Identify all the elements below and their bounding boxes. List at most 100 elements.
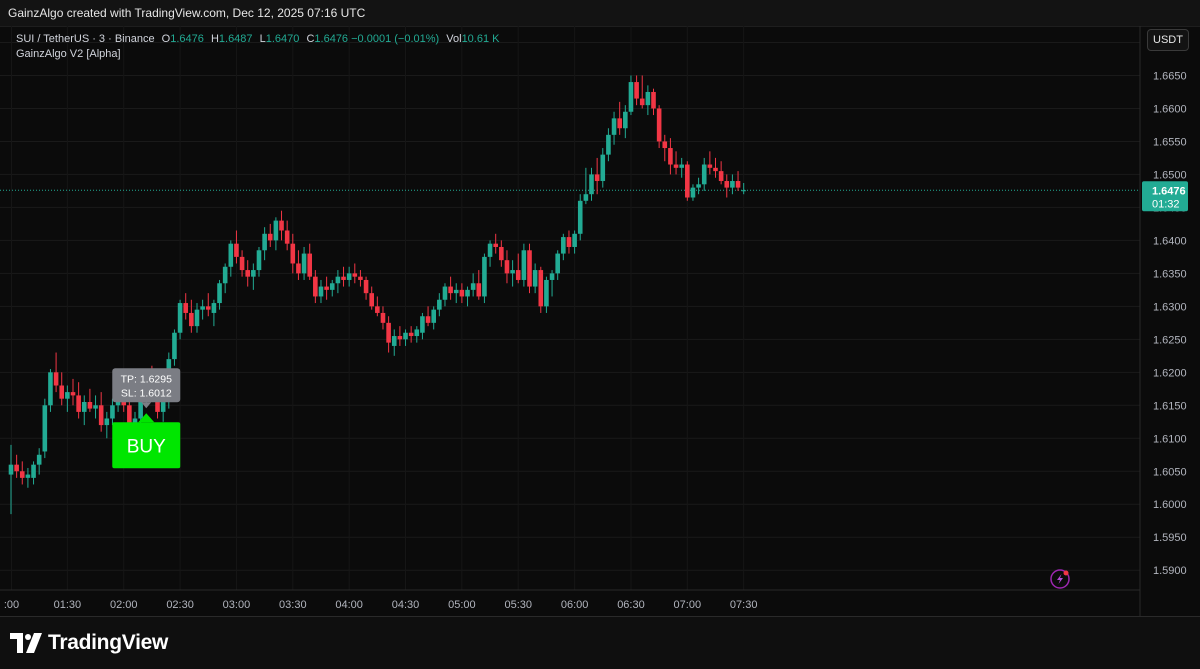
candle	[318, 279, 324, 304]
candle-body	[205, 306, 211, 310]
candle	[329, 279, 335, 297]
candle	[397, 326, 403, 346]
tp-sl-pointer	[141, 402, 152, 409]
candle-body	[42, 405, 48, 452]
price-tick-label: 1.6250	[1153, 334, 1187, 346]
candle-body	[549, 273, 555, 280]
candle-body	[465, 289, 470, 297]
candle	[679, 157, 684, 178]
candle-body	[532, 270, 538, 287]
candle	[628, 75, 634, 116]
candle	[189, 299, 194, 333]
chart-credit-bar: GainzAlgo created with TradingView.com, …	[0, 0, 1200, 26]
candle	[707, 151, 713, 175]
candle-body	[628, 82, 634, 112]
candle	[65, 385, 70, 412]
candle-body	[228, 243, 234, 267]
candle-body	[335, 276, 341, 284]
candle-body	[583, 194, 589, 201]
price-axis: 1.67001.66501.66001.65501.65001.64501.64…	[1153, 37, 1187, 577]
candle-body	[329, 283, 335, 290]
candle-body	[673, 164, 679, 168]
candle-body	[713, 167, 718, 172]
buy-arrow	[138, 413, 155, 423]
candle-body	[313, 276, 318, 297]
candle	[549, 270, 555, 297]
countdown-value: 01:32	[1152, 198, 1180, 210]
indicator-label[interactable]: GainzAlgo V2 [Alpha]	[16, 48, 121, 60]
candle-body	[363, 279, 369, 294]
stop-loss-label: SL: 1.6012	[121, 387, 172, 399]
change-value: −0.0001 (−0.01%)	[351, 33, 440, 45]
currency-button[interactable]: USDT	[1147, 29, 1189, 51]
candle	[685, 161, 690, 201]
candle	[561, 233, 566, 261]
candle	[217, 279, 222, 310]
candle	[391, 329, 397, 356]
price-tick-label: 1.6050	[1153, 466, 1187, 478]
time-tick-label: 05:00	[448, 599, 476, 611]
candle	[662, 134, 668, 162]
candle-body	[470, 283, 476, 290]
time-tick-label: 07:00	[674, 599, 702, 611]
candle-body	[8, 464, 14, 475]
candle	[267, 223, 273, 247]
candle-body	[307, 253, 313, 277]
candle-body	[14, 464, 19, 472]
candle-body	[296, 263, 301, 274]
candle	[594, 157, 600, 195]
candle-body	[386, 322, 391, 343]
candle-body	[679, 164, 684, 168]
candle	[696, 177, 701, 195]
candle	[668, 138, 673, 175]
candle-body	[76, 395, 81, 412]
candle-body	[662, 141, 668, 149]
candle	[363, 276, 369, 300]
candle	[307, 243, 313, 280]
candle-body	[735, 181, 741, 188]
candle	[200, 299, 205, 320]
candle-body	[527, 250, 532, 287]
candle-body	[690, 187, 696, 198]
candle	[527, 243, 532, 294]
candle	[335, 270, 341, 294]
candle-body	[380, 312, 386, 323]
candle	[98, 392, 104, 432]
candle	[741, 182, 746, 195]
candle-body	[442, 286, 448, 300]
candle	[730, 174, 735, 195]
candle-body	[279, 220, 284, 231]
chart-frame[interactable]	[0, 26, 1200, 617]
candle-body	[267, 233, 273, 241]
candle	[510, 260, 515, 287]
tradingview-logo[interactable]: TradingView	[10, 631, 168, 655]
candle-body	[600, 154, 606, 182]
candle-body	[301, 253, 307, 274]
candle-body	[172, 332, 177, 360]
candle-body	[639, 98, 645, 106]
close-label: C	[306, 33, 315, 45]
candle-body	[730, 181, 735, 188]
candle	[532, 263, 538, 294]
candle-body	[696, 184, 701, 188]
candle-body	[453, 289, 459, 294]
candle	[81, 395, 87, 426]
symbol-label[interactable]: SUI / TetherUS · 3 · Binance	[16, 33, 155, 45]
candle-body	[127, 405, 132, 429]
candle	[172, 329, 177, 366]
candle	[380, 306, 386, 330]
candle-body	[589, 174, 594, 195]
candle-body	[397, 336, 403, 340]
candle-body	[290, 243, 296, 264]
candle-body	[375, 306, 380, 313]
buy-box	[112, 422, 181, 469]
candle	[600, 148, 606, 188]
time-tick-label: 05:30	[504, 599, 532, 611]
candle	[504, 250, 510, 284]
lightning-icon[interactable]	[1050, 569, 1070, 589]
candle	[222, 263, 228, 294]
candle	[425, 306, 431, 327]
candle-body	[566, 237, 572, 247]
candle-body	[273, 220, 279, 241]
